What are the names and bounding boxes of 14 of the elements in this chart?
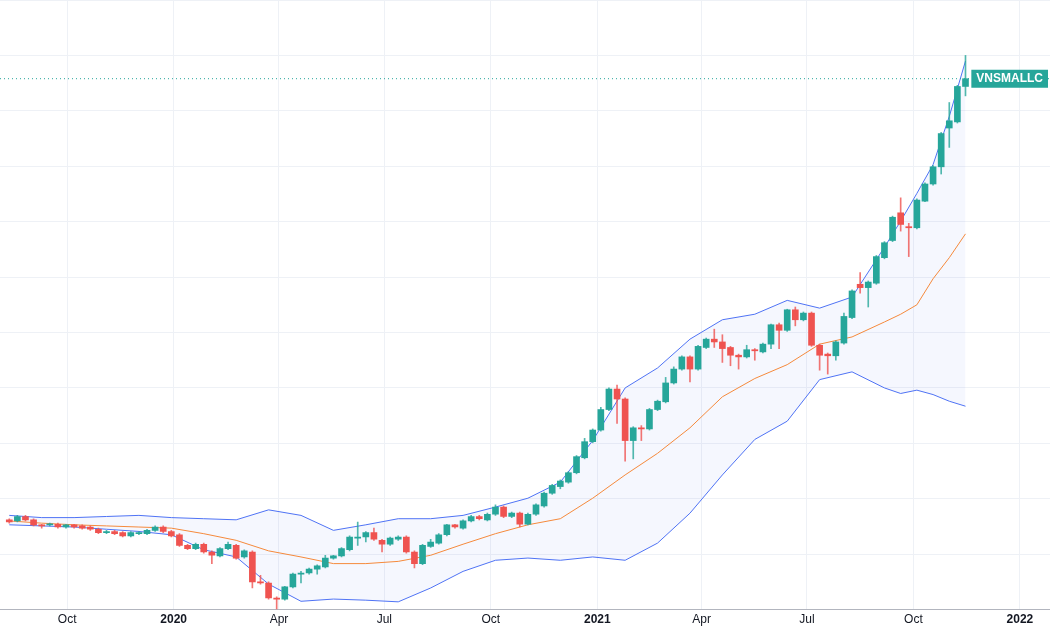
ref-line-label: VNSMALLC	[976, 71, 1044, 86]
candlestick	[751, 348, 759, 361]
x-tick-label: Apr	[692, 612, 711, 627]
x-tick-label: Oct	[57, 612, 78, 627]
x-tick-label: Apr	[269, 612, 289, 627]
x-tick-label: 2021	[584, 612, 612, 627]
candlestick	[710, 328, 718, 348]
candlestick	[905, 223, 913, 257]
x-tick-label: Oct	[481, 612, 501, 627]
x-tick-label: 2020	[160, 612, 188, 627]
x-tick-label: 2022	[1006, 612, 1034, 627]
x-tick-label: Jul	[799, 612, 815, 627]
x-tick-label: Jul	[376, 612, 393, 627]
x-tick-label: Oct	[904, 612, 924, 627]
